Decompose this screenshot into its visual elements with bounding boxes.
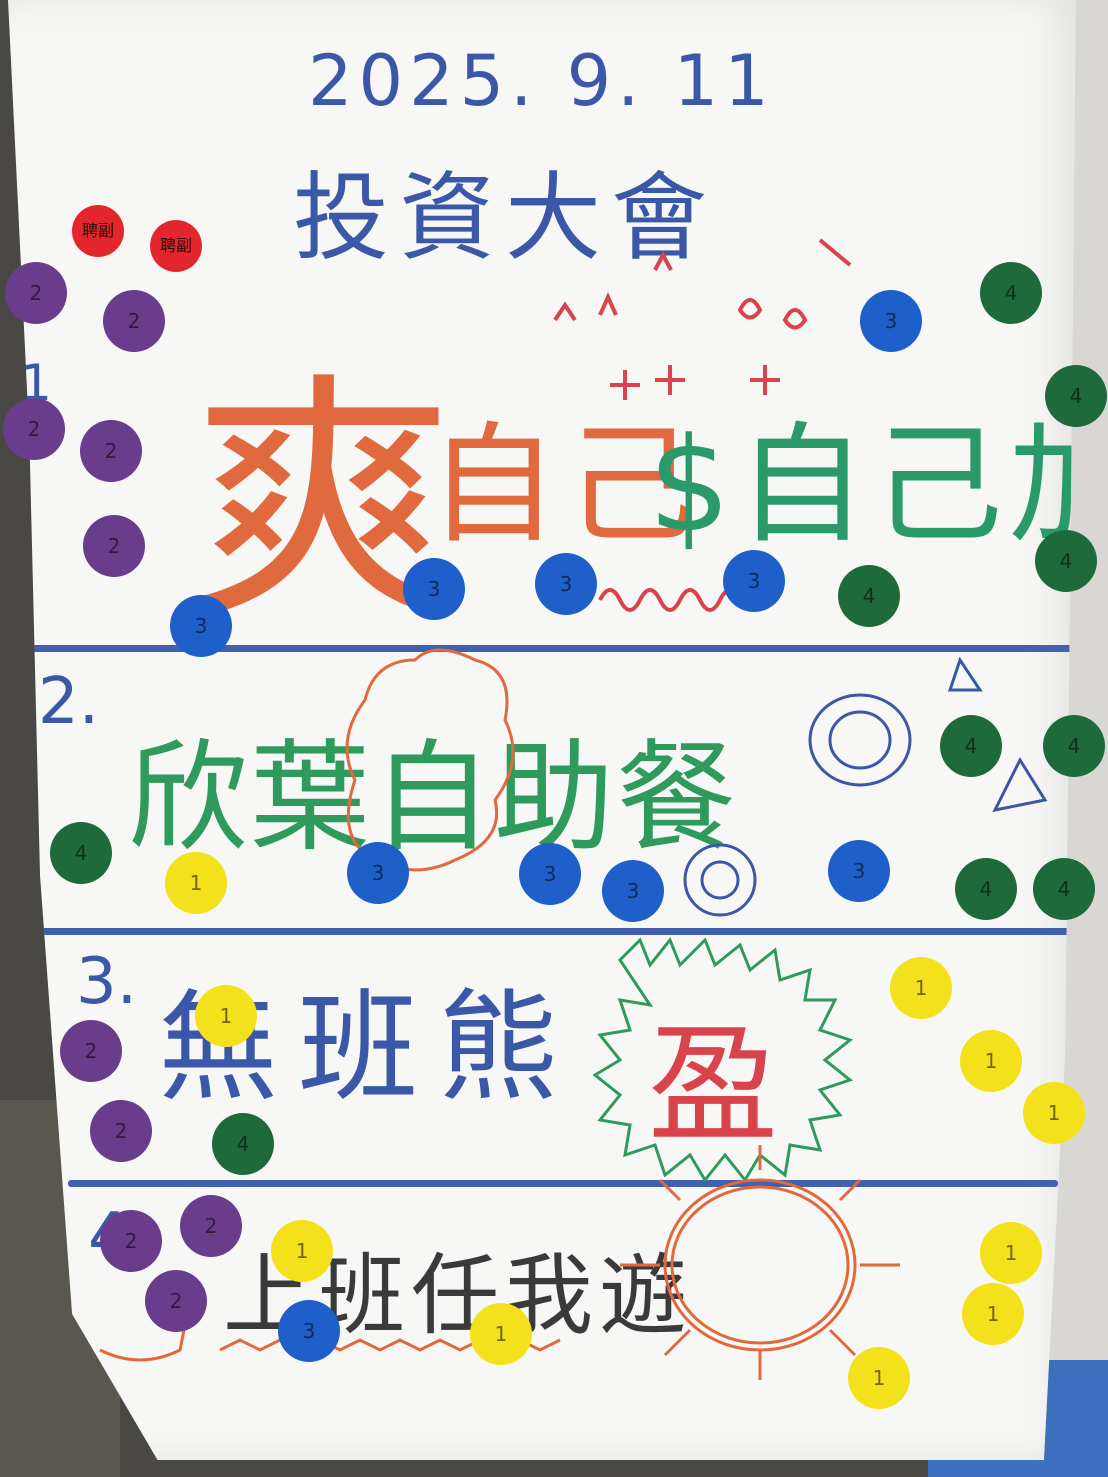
yellow-sticker: 1: [890, 957, 952, 1019]
yellow-sticker: 1: [848, 1347, 910, 1409]
purple-sticker: 2: [100, 1210, 162, 1272]
blue-sticker: 3: [535, 553, 597, 615]
yellow-sticker: 1: [271, 1220, 333, 1282]
section-2-number: 2.: [38, 665, 100, 739]
green-sticker: 4: [955, 858, 1017, 920]
green-sticker: 4: [838, 565, 900, 627]
purple-sticker: 2: [80, 420, 142, 482]
blue-sticker: 3: [519, 843, 581, 905]
section-divider-3: [68, 1180, 1058, 1187]
yellow-sticker: 1: [165, 852, 227, 914]
green-sticker: 4: [1045, 365, 1107, 427]
green-sticker: 4: [1043, 715, 1105, 777]
section-divider-2: [38, 928, 1076, 935]
section-divider-1: [8, 645, 1076, 652]
yellow-sticker: 1: [1023, 1082, 1085, 1144]
blue-sticker: 3: [860, 290, 922, 352]
yellow-sticker: 1: [470, 1303, 532, 1365]
purple-sticker: 2: [103, 290, 165, 352]
poster-date: 2025. 9. 11: [308, 40, 775, 122]
blue-sticker: 3: [170, 595, 232, 657]
green-sticker: 4: [1035, 530, 1097, 592]
green-sticker: 4: [50, 822, 112, 884]
purple-sticker: 2: [83, 515, 145, 577]
entry-1-char-c: $自己加: [648, 409, 1108, 561]
green-sticker: 4: [1033, 858, 1095, 920]
poster-paper: 2025. 9. 11 投資大會 爽 自己 $自己加 2. 欣葉自助餐 3. 無…: [8, 0, 1076, 1460]
blue-sticker: 3: [347, 842, 409, 904]
red-sticker: 聘副: [72, 205, 124, 257]
yellow-sticker: 1: [960, 1030, 1022, 1092]
yellow-sticker: 1: [980, 1222, 1042, 1284]
blue-sticker: 3: [828, 840, 890, 902]
green-sticker: 4: [940, 715, 1002, 777]
blue-sticker: 3: [278, 1300, 340, 1362]
yellow-sticker: 1: [195, 985, 257, 1047]
entry-3-mark: 盈: [648, 1009, 787, 1161]
purple-sticker: 2: [60, 1020, 122, 1082]
red-sticker: 聘副: [150, 220, 202, 272]
purple-sticker: 2: [145, 1270, 207, 1332]
purple-sticker: 2: [180, 1195, 242, 1257]
green-sticker: 4: [212, 1113, 274, 1175]
yellow-sticker: 1: [962, 1283, 1024, 1345]
section-3-number: 3.: [76, 945, 138, 1019]
entry-2-text: 欣葉自助餐: [128, 729, 738, 868]
purple-sticker: 2: [5, 262, 67, 324]
purple-sticker: 2: [90, 1100, 152, 1162]
purple-sticker: 2: [3, 398, 65, 460]
entry-1-char-b: 自己: [428, 409, 705, 561]
green-sticker: 4: [980, 262, 1042, 324]
blue-sticker: 3: [602, 860, 664, 922]
poster-title: 投資大會: [293, 162, 717, 274]
blue-sticker: 3: [723, 550, 785, 612]
blue-sticker: 3: [403, 558, 465, 620]
